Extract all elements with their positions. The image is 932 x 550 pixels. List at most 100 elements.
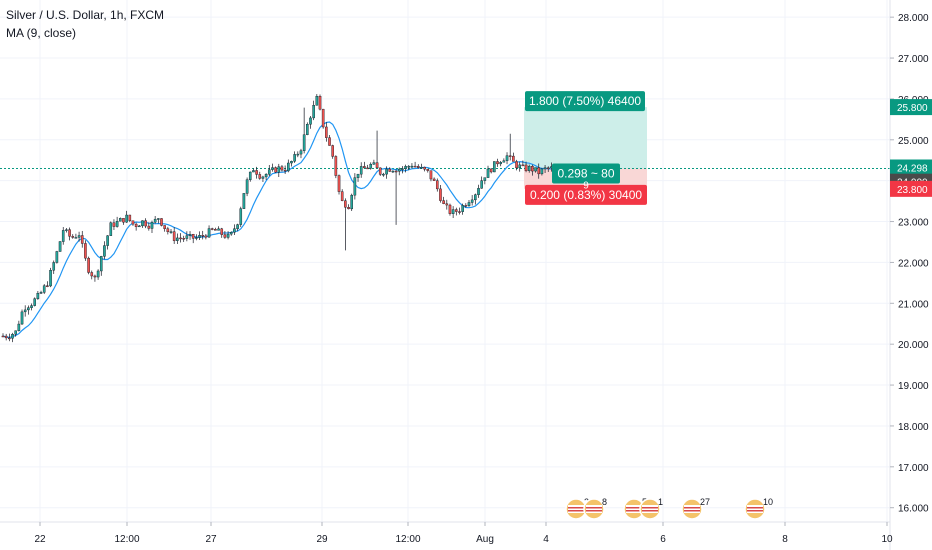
target-price-label: 25.800 <box>897 103 928 114</box>
candle-body <box>217 228 220 231</box>
candle-body <box>144 220 147 227</box>
candle-body <box>366 167 369 170</box>
candle-body <box>204 235 208 238</box>
y-tick-label: 17.000 <box>898 463 929 474</box>
candle-body <box>540 168 544 175</box>
chart-grid <box>0 0 890 522</box>
candle-body <box>274 167 277 173</box>
candle-body <box>106 235 109 246</box>
candle-body <box>46 285 49 287</box>
entry-label: 0.298 ~ 80 <box>557 166 614 180</box>
candle-body <box>521 164 525 167</box>
flag-stripe <box>747 510 763 512</box>
y-tick-label: 16.000 <box>898 504 929 515</box>
candle-body <box>84 243 87 259</box>
flag-stripe <box>568 507 584 509</box>
candle-body <box>375 162 379 169</box>
candle-body <box>153 218 157 223</box>
candle-body <box>382 173 385 176</box>
candle-body <box>233 228 236 233</box>
chart-title: Silver / U.S. Dollar, 1h, FXCM <box>6 8 165 22</box>
candle-body <box>508 155 512 157</box>
target-label-bg <box>525 91 645 112</box>
x-tick-label: 8 <box>782 534 788 545</box>
candle-body <box>65 229 68 231</box>
y-tick-label: 21.000 <box>898 299 929 310</box>
profit-zone <box>524 107 647 169</box>
candle-body <box>207 228 211 238</box>
candle-body <box>464 205 468 207</box>
x-tick-label: 6 <box>660 534 666 545</box>
stop-price-label-bg <box>890 180 932 197</box>
candle-body <box>112 222 116 227</box>
candle-body <box>388 168 392 172</box>
candle-body <box>416 166 420 168</box>
candle-body <box>93 275 97 278</box>
flag-stripe <box>586 505 602 513</box>
candle-body <box>363 166 366 169</box>
candle-body <box>11 334 14 339</box>
candle-body <box>220 228 224 235</box>
candle-body <box>27 307 30 311</box>
target-price-label-bg <box>890 99 932 116</box>
flag-stripe <box>684 505 700 513</box>
candle-body <box>90 272 94 277</box>
position-zones <box>0 107 890 189</box>
candle-body <box>264 173 268 178</box>
y-tick-label: 25.000 <box>898 136 929 147</box>
candle-body <box>448 204 452 214</box>
candle-body <box>372 162 376 165</box>
candle-body <box>39 292 43 294</box>
ma-line <box>2 121 552 339</box>
candle-body <box>245 179 249 194</box>
candle-body <box>385 168 388 175</box>
candle-body <box>394 170 398 173</box>
candle-body <box>185 235 189 239</box>
x-tick-label: 12:00 <box>114 534 139 545</box>
candle-body <box>150 222 154 229</box>
flag-stripe <box>586 507 602 509</box>
candle-body <box>407 166 411 168</box>
candle-body <box>42 285 46 293</box>
candle-body <box>413 165 417 168</box>
candle-body <box>252 170 255 173</box>
candle-body <box>210 228 214 230</box>
candle-body <box>280 166 284 171</box>
event-count: 10 <box>763 497 773 507</box>
candle-body <box>14 330 17 335</box>
candle-body <box>356 173 360 178</box>
candle-body <box>195 237 198 239</box>
flag-stripe <box>747 505 763 513</box>
indicator-legend[interactable]: MA (9, close) <box>6 26 77 40</box>
candle-body <box>163 225 166 229</box>
x-tick-label: 29 <box>316 534 328 545</box>
candle-body <box>141 220 144 227</box>
candle-body <box>432 178 436 181</box>
flag-stripe <box>626 505 642 513</box>
candle-body <box>271 167 274 170</box>
candle-body <box>474 194 477 201</box>
candle-body <box>524 164 528 172</box>
candle-body <box>131 220 135 225</box>
x-tick-label: 4 <box>543 534 549 545</box>
flag-stripe <box>642 505 658 513</box>
candle-body <box>489 168 493 173</box>
x-tick-label: 10 <box>881 534 893 545</box>
candle-body <box>261 176 265 179</box>
candle-body <box>293 154 296 162</box>
y-tick-label: 22.000 <box>898 258 929 269</box>
candle-body <box>296 153 300 156</box>
position-labels: 1.800 (7.50%) 46400 0.200 (0.83%) 30400 0.… <box>525 91 647 205</box>
candle-body <box>318 96 322 110</box>
candle-body <box>350 194 354 210</box>
candle-body <box>96 270 100 278</box>
candle-body <box>255 170 258 175</box>
candle-body <box>1 335 5 338</box>
candle-body <box>435 180 439 190</box>
flag-stripe <box>684 507 700 509</box>
candle-body <box>8 337 11 340</box>
candle-body <box>391 170 395 173</box>
candle-body <box>442 200 445 204</box>
